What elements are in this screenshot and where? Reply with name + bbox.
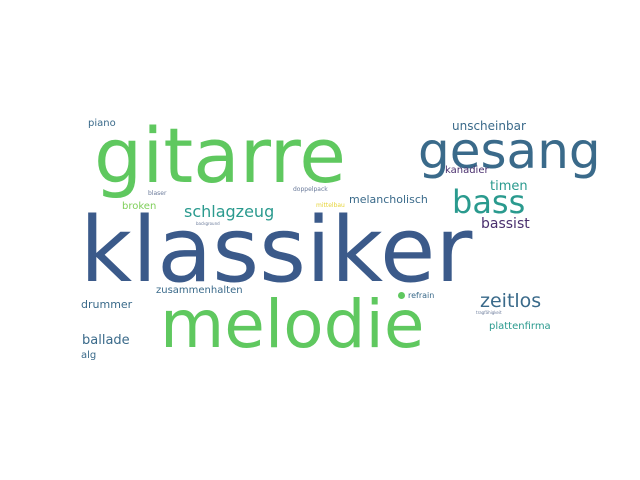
word-drummer: drummer <box>81 298 133 311</box>
word-melancholisch: melancholisch <box>349 193 428 206</box>
word-bassist: bassist <box>481 216 530 232</box>
word-blaser: blaser <box>148 190 167 197</box>
word-ballade: ballade <box>82 333 130 348</box>
dot <box>398 292 405 299</box>
word-gesang: gesang <box>418 122 601 180</box>
word-mittelbau: mittelbau <box>316 202 345 209</box>
word-piano: piano <box>88 118 116 129</box>
word-zeitlos: zeitlos <box>480 290 542 312</box>
word-alg: alg <box>81 350 97 361</box>
word-tragfahigkeit: tragfähigkeit <box>476 310 502 315</box>
word-background: background <box>196 221 220 226</box>
word-kanadier: kanadier <box>445 165 489 176</box>
word-refrain: refrain <box>408 291 435 300</box>
word-klassiker: klassiker <box>80 198 473 303</box>
word-timen: timen <box>490 179 528 194</box>
word-melodie: melodie <box>160 286 425 363</box>
word-schlagzeug: schlagzeug <box>184 202 275 221</box>
word-plattenfirma: plattenfirma <box>489 321 551 332</box>
word-doppelpack: doppelpack <box>293 186 328 193</box>
word-gitarre: gitarre <box>94 111 346 200</box>
word-zusammenhalten: zusammenhalten <box>156 285 243 296</box>
word-unscheinbar: unscheinbar <box>452 119 526 133</box>
word-bass: bass <box>452 183 526 221</box>
word-broken: broken <box>122 201 157 212</box>
